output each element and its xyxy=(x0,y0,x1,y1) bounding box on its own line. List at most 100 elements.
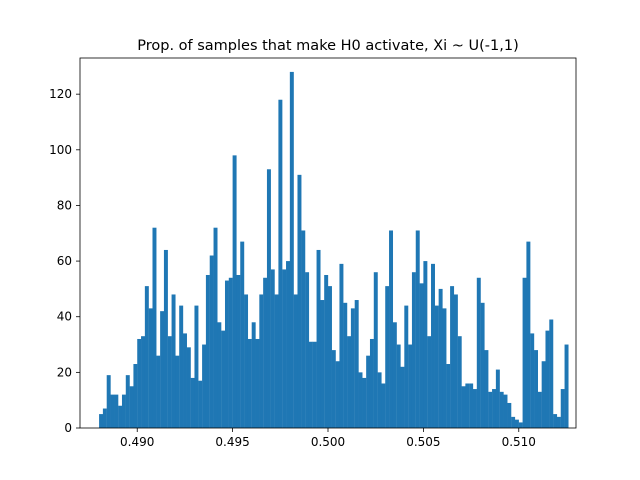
histogram-bar xyxy=(263,277,268,428)
histogram-bar xyxy=(522,277,527,428)
histogram-bar xyxy=(457,336,462,428)
histogram-bar xyxy=(362,377,367,428)
histogram-bar xyxy=(484,350,489,428)
histogram-bar xyxy=(270,269,275,428)
x-tick-label: 0.505 xyxy=(406,435,440,449)
histogram-bar xyxy=(427,336,432,428)
histogram-bar xyxy=(366,355,371,428)
histogram-bar xyxy=(415,230,420,428)
y-tick-label: 60 xyxy=(57,254,72,268)
histogram-bar xyxy=(278,99,283,429)
histogram-bar xyxy=(556,416,561,428)
histogram-bar xyxy=(553,414,558,428)
histogram-bar xyxy=(320,300,325,428)
histogram-bar xyxy=(167,336,172,428)
histogram-bar xyxy=(465,383,470,428)
x-tick-label: 0.495 xyxy=(215,435,249,449)
histogram-bar xyxy=(511,416,516,428)
histogram-bar xyxy=(186,347,191,428)
histogram-bar xyxy=(247,338,252,428)
histogram-bar xyxy=(228,277,233,428)
histogram-bar xyxy=(335,361,340,428)
x-tick-label: 0.510 xyxy=(502,435,536,449)
histogram-bar xyxy=(518,422,523,428)
histogram-bar xyxy=(190,377,195,428)
histogram-bar xyxy=(461,386,466,428)
histogram-bar xyxy=(495,369,500,428)
histogram-bar xyxy=(541,361,546,428)
histogram-bar xyxy=(110,394,115,428)
histogram-bar xyxy=(324,274,329,428)
y-tick-label: 40 xyxy=(57,310,72,324)
histogram-bar xyxy=(171,294,176,428)
histogram-bar xyxy=(137,338,142,428)
histogram-bar xyxy=(156,355,161,428)
histogram-bar xyxy=(205,274,210,428)
histogram-bar xyxy=(209,255,214,428)
histogram-bar xyxy=(350,308,355,428)
histogram-bar xyxy=(198,380,203,428)
histogram-bar xyxy=(369,338,374,428)
histogram-bar xyxy=(530,333,535,428)
histogram-bar xyxy=(141,336,146,428)
x-tick-label: 0.500 xyxy=(311,435,345,449)
x-tick-label: 0.490 xyxy=(120,435,154,449)
histogram-bar xyxy=(274,294,279,428)
histogram-bar xyxy=(411,272,416,428)
histogram-bar xyxy=(308,341,313,428)
histogram-bar xyxy=(354,300,359,428)
histogram-bar xyxy=(534,350,538,428)
histogram-bar xyxy=(133,364,138,428)
histogram-bar xyxy=(316,249,321,428)
histogram-bar xyxy=(431,263,435,428)
histogram-bar xyxy=(377,372,382,428)
histogram-bar xyxy=(121,394,126,428)
histogram-bar xyxy=(492,389,497,428)
histogram-bar xyxy=(251,322,256,428)
y-axis: 0 20 40 60 80 100 120 xyxy=(49,87,80,435)
histogram-bar xyxy=(224,280,229,428)
histogram-bar xyxy=(488,391,493,428)
histogram-bar xyxy=(118,405,123,428)
histogram-bar xyxy=(392,322,397,428)
histogram-bar xyxy=(163,249,168,428)
histogram-bar xyxy=(446,364,451,428)
histogram-bar xyxy=(266,169,271,428)
histogram-bar xyxy=(343,302,348,428)
histogram-bar xyxy=(148,308,153,428)
histogram-bar xyxy=(442,308,447,428)
y-tick-label: 120 xyxy=(49,87,72,101)
histogram-bar xyxy=(514,419,519,428)
histogram-bar xyxy=(450,286,455,428)
histogram-bar xyxy=(202,344,207,428)
histogram-bar xyxy=(144,286,149,428)
histogram-bar xyxy=(129,386,134,428)
histogram-bar xyxy=(102,408,107,428)
histogram-bar xyxy=(259,294,264,428)
histogram-bar xyxy=(282,269,287,428)
histogram-bar xyxy=(339,263,344,428)
histogram-bar xyxy=(232,155,237,429)
histogram-bar xyxy=(453,294,458,428)
histogram-bar xyxy=(328,286,332,428)
histogram-bar xyxy=(297,174,302,428)
histogram-bar xyxy=(389,230,394,428)
histogram-bar xyxy=(221,330,226,428)
y-tick-label: 100 xyxy=(49,143,72,157)
x-axis: 0.490 0.495 0.500 0.505 0.510 xyxy=(120,428,536,449)
y-tick-label: 20 xyxy=(57,365,72,379)
histogram-bar xyxy=(472,389,477,428)
histogram-bar xyxy=(312,341,317,428)
histogram-bar xyxy=(400,366,405,428)
histogram-bar xyxy=(175,355,180,428)
histogram-bar xyxy=(194,305,199,428)
histogram-bar xyxy=(423,261,428,428)
histogram-bar xyxy=(293,294,298,428)
histogram-bar xyxy=(286,261,290,428)
histogram-bar xyxy=(244,294,249,428)
histogram-bar xyxy=(347,336,352,428)
histogram-bar xyxy=(381,383,386,428)
histogram-bar xyxy=(99,414,104,428)
y-tick-label: 80 xyxy=(57,198,72,212)
